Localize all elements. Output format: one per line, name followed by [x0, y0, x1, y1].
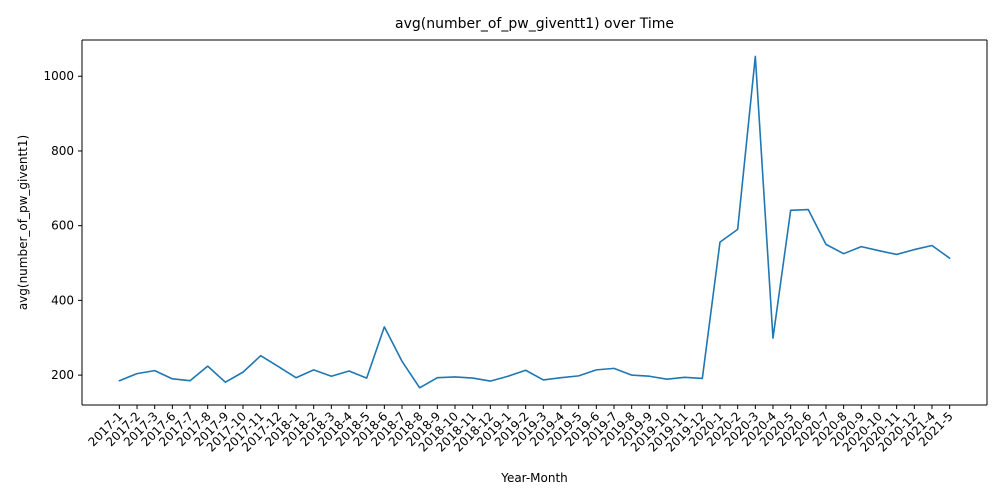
y-tick-label: 800 — [51, 144, 74, 158]
y-tick-label: 600 — [51, 219, 74, 233]
y-axis-label: avg(number_of_pw_giventt1) — [16, 135, 30, 310]
y-tick-label: 1000 — [43, 69, 74, 83]
series-line — [118, 55, 951, 389]
y-tick-label: 400 — [51, 293, 74, 307]
y-tick-label: 200 — [51, 368, 74, 382]
chart-title: avg(number_of_pw_giventt1) over Time — [395, 16, 674, 32]
x-axis-label: Year-Month — [500, 471, 568, 485]
